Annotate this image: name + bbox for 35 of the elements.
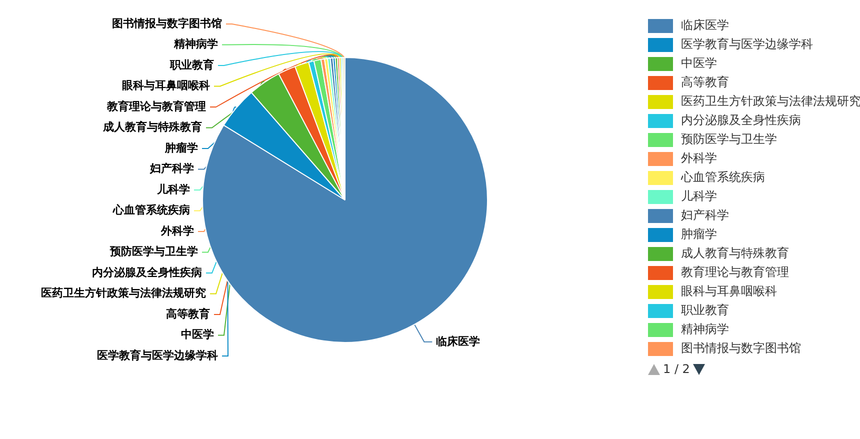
legend-label: 高等教育 bbox=[681, 74, 729, 91]
slice-label: 妇产科学 bbox=[149, 162, 194, 176]
slice-label: 预防医学与卫生学 bbox=[109, 245, 198, 258]
slice-label: 肿瘤学 bbox=[164, 141, 198, 154]
legend-label: 内分泌腺及全身性疾病 bbox=[681, 112, 801, 129]
legend-label: 眼科与耳鼻咽喉科 bbox=[681, 283, 777, 300]
legend-label: 心血管系统疾病 bbox=[681, 169, 765, 186]
slice-label: 图书情报与数字图书馆 bbox=[112, 16, 222, 30]
legend-label: 成人教育与特殊教育 bbox=[681, 245, 789, 262]
slice-label: 医药卫生方针政策与法律法规研究 bbox=[41, 286, 206, 300]
slice-label: 儿科学 bbox=[156, 182, 190, 196]
legend-label: 职业教育 bbox=[681, 302, 729, 319]
slice-label: 高等教育 bbox=[166, 307, 210, 320]
legend-label: 儿科学 bbox=[681, 188, 717, 205]
legend-label: 妇产科学 bbox=[681, 207, 729, 224]
legend-label: 医学教育与医学边缘学科 bbox=[681, 36, 813, 53]
slice-label: 中医学 bbox=[181, 328, 214, 342]
legend-label: 预防医学与卫生学 bbox=[681, 131, 777, 148]
slice-label: 临床医学 bbox=[436, 334, 480, 348]
slice-label: 成人教育与特殊教育 bbox=[102, 120, 202, 134]
slice-label: 教育理论与教育管理 bbox=[106, 100, 206, 113]
legend-label: 肿瘤学 bbox=[681, 226, 717, 243]
legend-label: 图书情报与数字图书馆 bbox=[681, 340, 801, 357]
slice-label: 心血管系统疾病 bbox=[112, 204, 190, 217]
slice-label: 眼科与耳鼻咽喉科 bbox=[122, 79, 210, 92]
legend-label: 外科学 bbox=[681, 150, 717, 167]
slice-label: 内分泌腺及全身性疾病 bbox=[92, 266, 202, 279]
legend-label: 临床医学 bbox=[681, 17, 729, 34]
slice-label: 医学教育与医学边缘学科 bbox=[97, 348, 218, 362]
legend-label: 教育理论与教育管理 bbox=[681, 264, 789, 281]
slice-label: 外科学 bbox=[160, 224, 194, 238]
text: 1 / 2 bbox=[663, 362, 690, 376]
legend-label: 中医学 bbox=[681, 55, 717, 72]
slice-label: 精神病学 bbox=[173, 38, 218, 51]
legend-label: 精神病学 bbox=[681, 321, 729, 338]
